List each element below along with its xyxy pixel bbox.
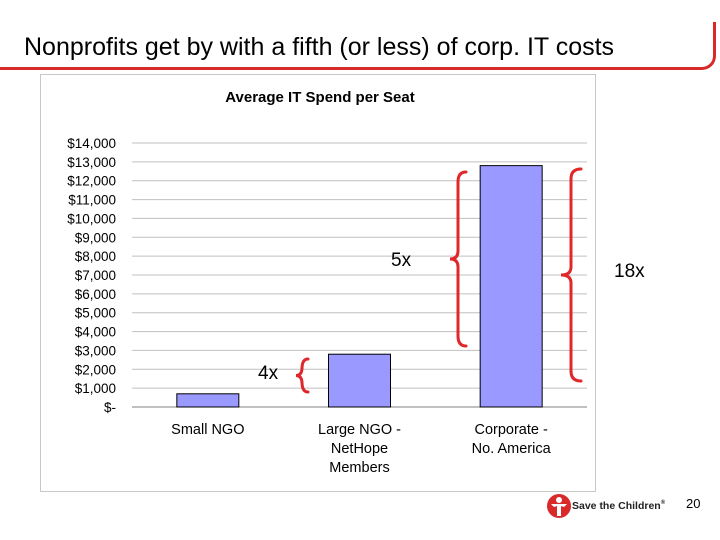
- y-tick-label: $13,000: [67, 155, 116, 170]
- y-tick-label: $7,000: [75, 268, 116, 283]
- bracket-4x: [295, 357, 310, 394]
- ratio-label-4x: 4x: [258, 363, 279, 384]
- bar-2: [328, 353, 391, 408]
- page-number: 20: [686, 496, 701, 511]
- x-category-label: Corporate -: [474, 422, 548, 438]
- x-category-label: No. America: [472, 441, 552, 457]
- y-tick-label: $9,000: [75, 230, 116, 245]
- y-tick-label: $14,000: [67, 136, 116, 151]
- save-the-children-logo: [547, 494, 571, 518]
- y-tick-label: $-: [104, 400, 116, 415]
- y-tick-label: $8,000: [75, 249, 116, 264]
- y-tick-label: $2,000: [75, 362, 116, 377]
- y-tick-label: $4,000: [75, 325, 116, 340]
- y-tick-label: $11,000: [68, 193, 116, 208]
- y-tick-label: $12,000: [67, 174, 116, 189]
- bar-3: [479, 165, 543, 408]
- bracket-5x: [449, 170, 468, 348]
- y-tick-label: $3,000: [75, 343, 116, 358]
- ratio-label-18x: 18x: [614, 261, 645, 282]
- title-frame: [0, 22, 716, 70]
- y-tick-label: $5,000: [75, 306, 116, 321]
- y-tick-label: $6,000: [75, 287, 116, 302]
- slide-title: Nonprofits get by with a fifth (or less)…: [24, 33, 615, 61]
- x-category-label: Small NGO: [171, 422, 244, 438]
- x-category-label: NetHope: [331, 441, 388, 457]
- logo-text: Save the Children®: [572, 500, 666, 512]
- bar-1: [176, 393, 240, 408]
- bracket-18x: [560, 167, 583, 383]
- x-category-label: Members: [329, 460, 389, 476]
- y-tick-label: $1,000: [75, 381, 116, 396]
- ratio-label-5x: 5x: [391, 250, 412, 271]
- chart-title: Average IT Spend per Seat: [225, 89, 415, 106]
- x-category-label: Large NGO -: [318, 422, 401, 438]
- y-tick-label: $10,000: [67, 211, 116, 226]
